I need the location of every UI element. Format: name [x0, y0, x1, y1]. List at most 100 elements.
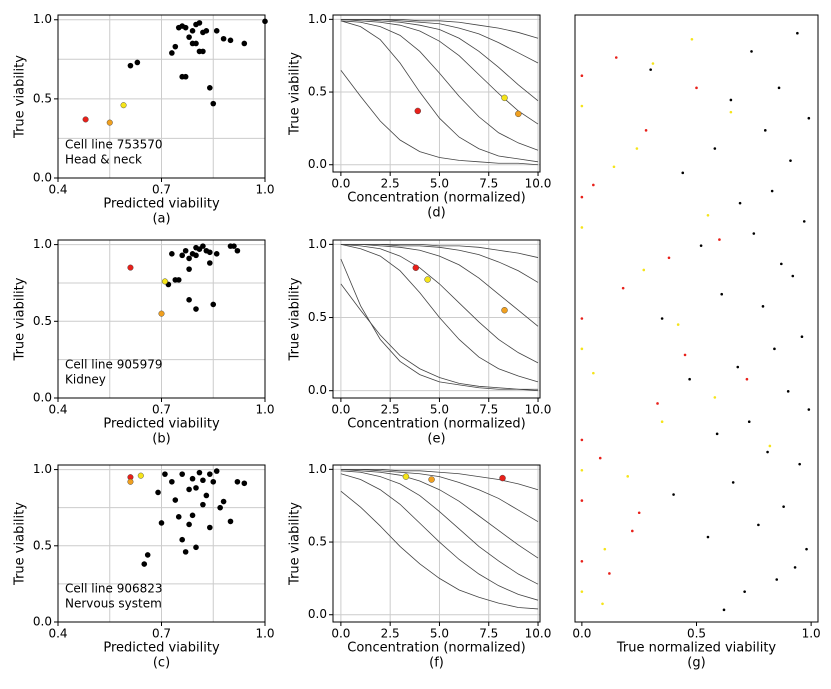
point — [580, 347, 584, 351]
x-tick-label: 0.0 — [572, 627, 591, 641]
point — [501, 94, 508, 102]
point — [193, 485, 199, 491]
point — [193, 306, 199, 312]
point — [750, 50, 753, 53]
point — [127, 478, 134, 485]
point — [752, 232, 756, 235]
point — [738, 201, 742, 205]
y-axis-label: True viability — [13, 277, 28, 361]
point — [182, 73, 189, 80]
point — [210, 301, 217, 308]
point — [688, 377, 691, 381]
x-tick-label: 10.0 — [525, 627, 552, 641]
y-tick-label: 0.0 — [33, 391, 52, 405]
y-tick-label: 0.5 — [33, 314, 52, 328]
point — [189, 475, 196, 482]
point — [207, 524, 213, 531]
point — [747, 420, 751, 423]
y-tick-label: 1.0 — [308, 12, 327, 26]
point — [169, 478, 175, 485]
point — [186, 521, 192, 528]
x-tick-label: 7.5 — [479, 403, 498, 417]
point — [793, 566, 797, 569]
annotation: Cell line 906823 — [65, 582, 163, 596]
point — [169, 50, 175, 56]
point — [631, 529, 634, 533]
point — [200, 501, 206, 508]
point — [791, 274, 795, 278]
x-axis-label: Predicted viability — [103, 197, 220, 212]
curve — [340, 283, 539, 390]
point — [644, 129, 648, 132]
point — [580, 226, 584, 229]
x-tick-label: 1.0 — [255, 627, 274, 641]
point — [649, 68, 652, 71]
point — [786, 390, 790, 393]
curve — [340, 468, 539, 559]
point — [424, 276, 431, 283]
curve — [340, 470, 539, 585]
y-axis-label: True viability — [13, 55, 28, 139]
x-tick-label: 0.7 — [152, 403, 171, 417]
x-axis-label: Predicted viability — [103, 417, 220, 432]
y-tick-label: 1.0 — [308, 462, 327, 476]
point — [189, 40, 196, 47]
point — [172, 43, 179, 50]
y-tick-label: 0.5 — [33, 91, 52, 105]
point — [175, 514, 182, 520]
point — [780, 262, 783, 266]
point — [713, 396, 717, 399]
point — [580, 317, 584, 320]
point — [193, 544, 199, 551]
curve — [340, 468, 539, 523]
x-tick-label: 5.0 — [430, 627, 449, 641]
curve — [340, 473, 539, 601]
point — [193, 252, 199, 259]
annotation: Kidney — [65, 373, 106, 387]
point — [106, 119, 113, 126]
point — [580, 590, 584, 593]
panel-label: (b) — [152, 432, 170, 447]
curve — [340, 20, 539, 163]
point — [798, 462, 801, 466]
point — [182, 549, 189, 555]
point — [782, 505, 785, 508]
point — [182, 24, 189, 31]
point — [695, 86, 698, 90]
x-axis-label: Predicted viability — [103, 641, 220, 656]
point — [234, 478, 241, 485]
point — [182, 247, 189, 254]
point — [598, 456, 602, 460]
x-tick-label: 5.0 — [430, 177, 449, 191]
point — [608, 572, 611, 575]
point — [637, 511, 641, 515]
point — [186, 486, 192, 493]
point — [412, 264, 419, 271]
y-tick-label: 1.0 — [33, 12, 52, 26]
point — [501, 307, 508, 314]
point — [200, 243, 206, 249]
point — [802, 220, 806, 223]
point — [179, 536, 185, 543]
point — [158, 310, 165, 317]
point — [603, 547, 607, 551]
point — [141, 561, 148, 567]
curve — [340, 20, 539, 151]
point — [186, 297, 192, 303]
point — [196, 469, 203, 476]
panel-label: (c) — [153, 656, 170, 671]
curve — [340, 258, 539, 392]
point — [227, 518, 234, 525]
point — [743, 590, 746, 593]
curve — [340, 243, 539, 364]
point — [231, 243, 237, 249]
point — [681, 171, 685, 175]
point — [715, 432, 719, 436]
x-tick-label: 2.5 — [381, 627, 400, 641]
point — [127, 264, 134, 271]
point — [234, 247, 241, 254]
point — [713, 147, 717, 150]
y-tick-label: 0.0 — [33, 171, 52, 185]
y-tick-label: 0.5 — [308, 310, 327, 324]
